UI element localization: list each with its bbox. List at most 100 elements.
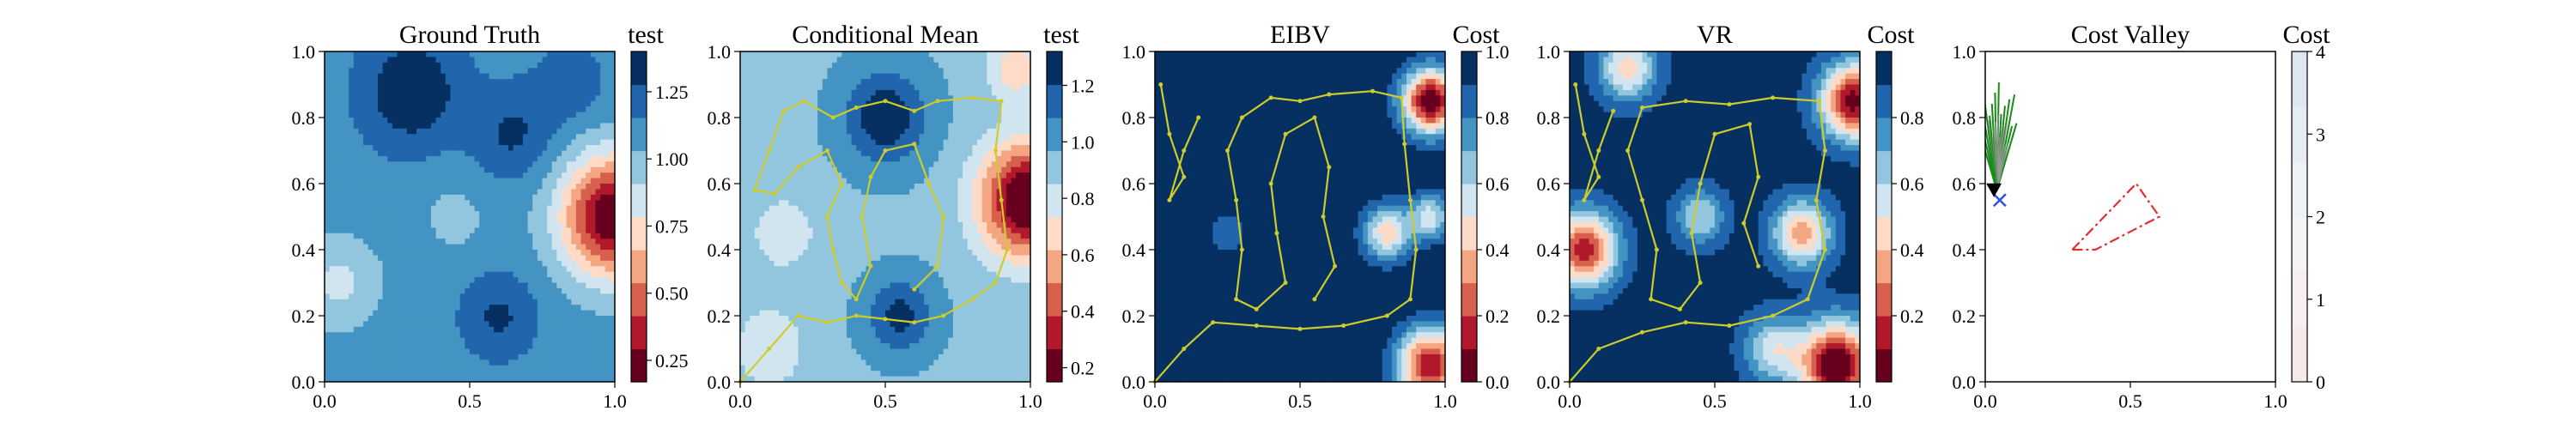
trajectory-point [1312, 297, 1317, 302]
colorbar-label: test [1043, 21, 1079, 49]
trajectory-point [1333, 263, 1338, 269]
y-tick-label: 1.0 [292, 41, 316, 63]
trajectory-point [883, 317, 888, 322]
colorbar-tick-label: 0.75 [655, 215, 689, 237]
x-tick-label: 1.0 [1018, 390, 1042, 412]
trajectory-point [1005, 247, 1010, 252]
trajectory-point [1582, 131, 1587, 136]
panel-1: 0.0 0.5 1.0 0.0 0.2 0.4 0.6 0.8 1.0 Ground Truth 0… [292, 21, 689, 412]
trajectory-point [1822, 148, 1827, 153]
trajectory-point [999, 197, 1004, 202]
trajectory-point [1239, 115, 1244, 120]
trajectory-point [1677, 306, 1682, 311]
trajectory-point [1283, 281, 1288, 285]
trajectory-point [912, 142, 917, 147]
trajectory-point [796, 165, 801, 170]
y-tick-label: 0.4 [1537, 239, 1561, 261]
trajectory-point [1596, 347, 1601, 351]
heatmap-field [1985, 51, 2275, 382]
y-tick-label: 0.2 [1537, 305, 1561, 327]
chart-title: EIBV [1270, 21, 1330, 49]
trajectory-point [1822, 247, 1827, 252]
trajectory-point [839, 181, 844, 186]
trajectory-point [912, 108, 917, 113]
trajectory-point [883, 99, 888, 104]
trajectory-point [1327, 165, 1332, 170]
trajectory-point [854, 105, 859, 110]
x-tick-label: 0.0 [1973, 390, 1997, 412]
trajectory-point [1727, 323, 1732, 329]
trajectory-point [767, 148, 772, 153]
trajectory-point [1640, 105, 1644, 110]
colorbar-tick-label: 0.4 [1900, 239, 1924, 261]
y-tick-label: 1.0 [708, 41, 732, 63]
trajectory-point [752, 188, 757, 193]
trajectory-point [1814, 197, 1819, 202]
trajectory-line [1159, 84, 1200, 201]
y-tick-label: 0.6 [292, 173, 316, 195]
trajectory-point [1611, 108, 1616, 113]
panel-4: 0.0 0.5 1.00.00.20.40.60.81.0VR0.20.40.60.… [1537, 21, 1924, 412]
trajectory-point [1167, 197, 1172, 202]
trajectory-point [1771, 95, 1776, 100]
y-tick-label: 0.0 [1122, 372, 1146, 393]
trajectory-point [1756, 263, 1761, 269]
trajectory-point [1596, 174, 1601, 179]
colorbar: 0.25 0.50 0.75 1.00 1.25 test [628, 21, 689, 383]
x-tick-label: 1.0 [603, 390, 627, 412]
colorbar: 0.2 0.4 0.6 0.8 Cost [1867, 21, 1924, 383]
y-tick-label: 0.8 [1953, 107, 1977, 129]
trajectory-point [1399, 95, 1404, 100]
trajectory-point [1689, 231, 1694, 236]
trajectory-point [1268, 181, 1273, 186]
colorbar-tick-label: 3 [2316, 124, 2325, 145]
y-tick-label: 1.0 [1953, 41, 1977, 63]
x-tick-label: 0.5 [2118, 390, 2142, 412]
trajectory-point [999, 99, 1004, 104]
colorbar-tick-label: 1.0 [1071, 131, 1095, 153]
trajectory-point [1239, 247, 1244, 252]
trajectory-point [935, 263, 940, 269]
boundary-polygon [2071, 182, 2161, 251]
trajectory-point [796, 313, 801, 318]
trajectory-point [1254, 323, 1259, 329]
trajectory-point [1274, 231, 1279, 236]
y-tick-label: 0.4 [1953, 239, 1977, 261]
colorbar-tick-label: 0.4 [1071, 301, 1095, 323]
trajectory-point [1698, 181, 1703, 186]
trajectory-point [824, 320, 829, 325]
trajectory-point [1297, 326, 1303, 331]
trajectory-point [854, 297, 859, 302]
x-tick-label: 0.0 [313, 390, 337, 412]
colorbar-tick-label: 0.8 [1485, 107, 1510, 129]
colorbar: 0.2 0.4 0.6 0.8 1.0 1.2 test [1043, 21, 1095, 383]
x-tick-label: 1.0 [1848, 390, 1872, 412]
chart-title: Ground Truth [399, 21, 540, 49]
colorbar-tick-label: 0.8 [1900, 107, 1924, 129]
colorbar-tick-label: 0.8 [1071, 188, 1095, 209]
trajectory-point [1747, 122, 1753, 127]
x-tick-label: 0.5 [873, 390, 897, 412]
x-tick-label: 0.0 [1143, 390, 1167, 412]
trajectory-point [1582, 197, 1587, 202]
y-tick-label: 0.4 [708, 239, 732, 261]
chart-title: Conditional Mean [792, 21, 978, 49]
trajectory-point [927, 181, 932, 186]
colorbar-tick-label: 0.2 [1071, 358, 1095, 379]
trajectory-point [1312, 115, 1317, 120]
y-tick-label: 0.2 [1122, 305, 1146, 327]
colorbar-tick-label: 0.2 [1900, 305, 1924, 327]
y-tick-label: 0.8 [292, 107, 316, 129]
y-tick-label: 0.2 [708, 305, 732, 327]
trajectory-point [1182, 148, 1187, 153]
trajectory-point [1297, 99, 1303, 104]
colorbar-tick-label: 1.00 [655, 148, 689, 170]
heatmap-field [325, 51, 615, 382]
trajectory-point [1370, 88, 1375, 94]
trajectory-point [993, 148, 998, 153]
trajectory-point [1413, 247, 1419, 252]
colorbar-tick-label: 0.2 [1485, 305, 1510, 327]
trajectory-point [1805, 297, 1810, 302]
x-tick-label: 0.5 [1703, 390, 1727, 412]
